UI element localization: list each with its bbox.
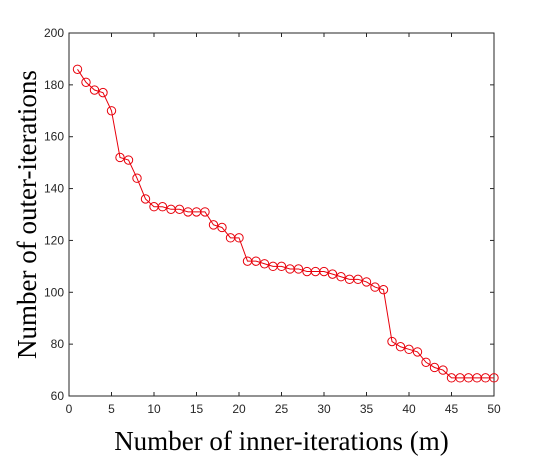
- x-tick-label: 50: [487, 402, 501, 416]
- x-tick-label: 25: [275, 402, 289, 416]
- x-tick-label: 45: [445, 402, 459, 416]
- y-axis-title: Number of outer-iterations: [12, 70, 42, 359]
- data-point: [72, 64, 83, 75]
- x-axis-ticks: 0 5 10 15 20 25 30 35 40 45 50: [66, 33, 501, 416]
- y-axis-ticks: 60 80 100 120 140 160 180 200: [44, 26, 494, 403]
- y-tick-label: 100: [44, 285, 64, 299]
- data-point: [438, 365, 448, 375]
- data-point: [234, 233, 244, 243]
- data-point: [353, 274, 363, 285]
- data-point: [98, 87, 108, 98]
- plot-area: [68, 32, 495, 397]
- x-tick-label: 20: [232, 402, 246, 416]
- data-point: [412, 347, 423, 357]
- x-tick-label: 10: [147, 402, 161, 416]
- data-point: [276, 261, 287, 272]
- y-tick-label: 60: [51, 389, 65, 403]
- data-point: [115, 152, 125, 163]
- x-tick-label: 35: [360, 402, 374, 416]
- data-point: [361, 277, 372, 287]
- data-point: [370, 282, 380, 292]
- data-point: [123, 155, 134, 165]
- data-point: [140, 194, 151, 204]
- data-point: [200, 207, 210, 217]
- data-point: [157, 202, 168, 212]
- data-point: [217, 222, 227, 233]
- data-point: [174, 204, 185, 215]
- data-point: [429, 362, 440, 373]
- x-tick-label: 15: [190, 402, 204, 416]
- data-point: [132, 173, 142, 183]
- data-point: [378, 284, 389, 295]
- data-point: [251, 256, 261, 266]
- x-tick-label: 30: [317, 402, 331, 416]
- data-point: [489, 373, 499, 383]
- x-tick-label: 40: [402, 402, 416, 416]
- data-point: [421, 357, 431, 367]
- y-tick-label: 140: [44, 182, 64, 196]
- y-tick-label: 180: [44, 78, 64, 92]
- data-point: [81, 77, 91, 87]
- data-point: [404, 344, 414, 355]
- y-tick-label: 120: [44, 233, 64, 247]
- y-tick-label: 160: [44, 130, 64, 144]
- data-point: [395, 342, 406, 352]
- data-point: [319, 266, 329, 277]
- data-point: [89, 85, 100, 95]
- data-point: [106, 106, 117, 116]
- series-markers: [72, 64, 499, 383]
- x-axis-title: Number of inner-iterations (m): [114, 426, 449, 456]
- data-point: [259, 259, 270, 269]
- data-point: [327, 269, 338, 279]
- data-point: [208, 220, 219, 230]
- data-point: [293, 264, 304, 274]
- data-point: [387, 336, 397, 347]
- y-tick-label: 200: [44, 26, 64, 40]
- x-tick-label: 0: [66, 402, 73, 416]
- y-tick-label: 80: [51, 337, 65, 351]
- data-point: [336, 272, 346, 282]
- x-tick-label: 5: [108, 402, 115, 416]
